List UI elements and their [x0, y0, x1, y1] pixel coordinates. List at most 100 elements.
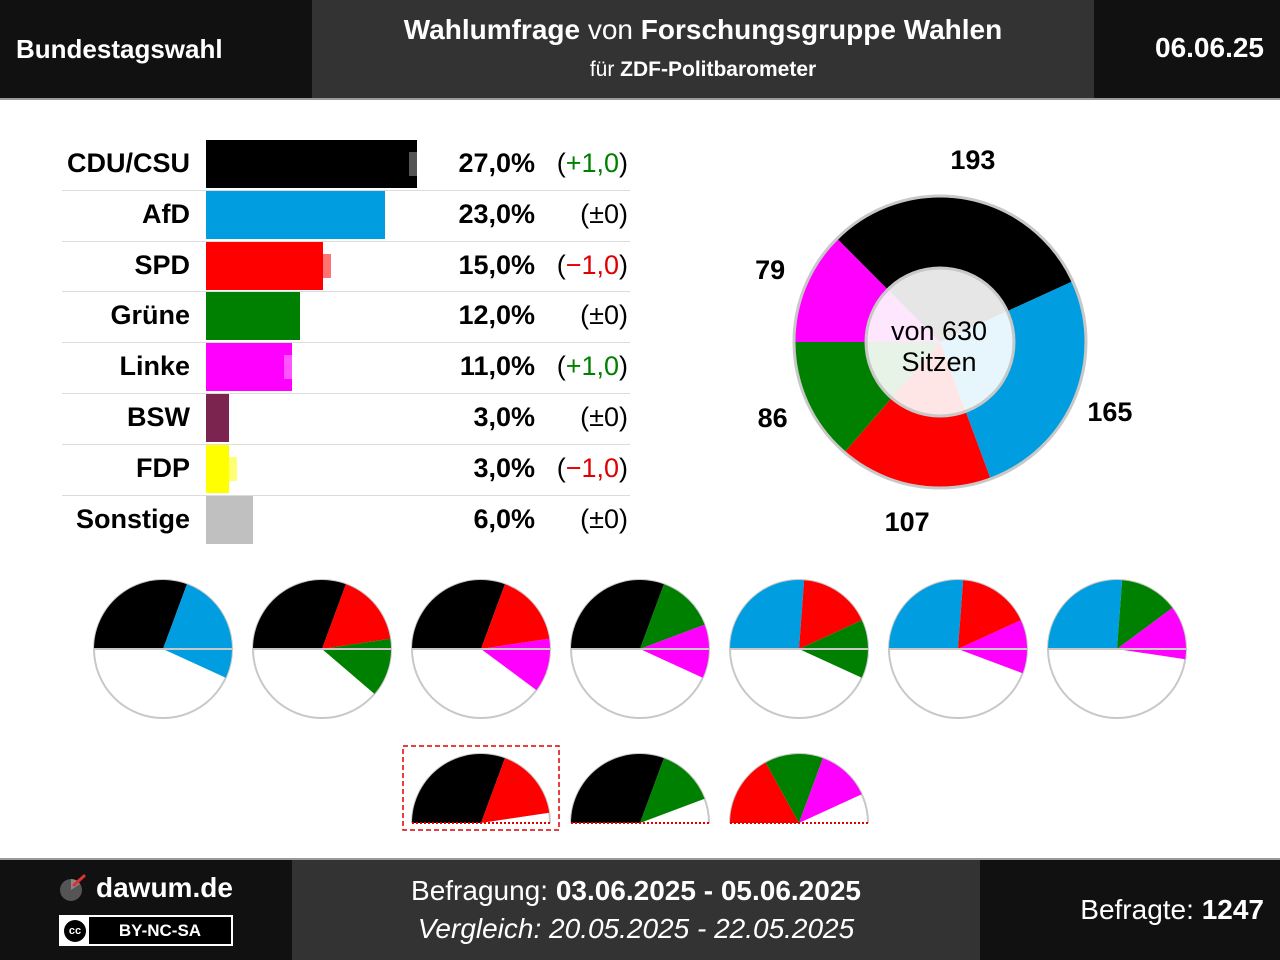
- coalition-pie-2: [252, 579, 392, 719]
- coalition-slice-cdu-csu: [571, 580, 664, 649]
- coalition-pie-6: [888, 579, 1028, 719]
- coalition-slice-linke: [481, 638, 550, 691]
- coalition-slice-cdu-csu: [412, 580, 505, 649]
- half-slice-spd: [730, 762, 799, 823]
- value-label-gr-ne: 12,0%: [458, 300, 535, 331]
- change-label-spd: (−1,0): [556, 249, 628, 280]
- party-label-bsw: BSW: [127, 402, 190, 432]
- row-divider: [62, 342, 630, 344]
- compare-period-line: Vergleich: 20.05.2025 - 22.05.2025: [292, 913, 980, 945]
- header-date: 06.06.25: [1155, 32, 1264, 63]
- bar-afd: [206, 190, 386, 239]
- header-center-panel: Wahlumfrage von Forschungsgruppe Wahlen …: [312, 0, 1094, 98]
- change-label-fdp: (−1,0): [556, 452, 628, 483]
- survey-period: 03.06.2025 - 05.06.2025: [555, 875, 861, 906]
- subtitle-prefix: für: [589, 58, 615, 81]
- coalition-slice-gr-ne: [1117, 580, 1173, 649]
- row-divider: [62, 393, 630, 394]
- seat-donut-center: [864, 266, 1016, 418]
- half-slice-gr-ne: [765, 754, 823, 823]
- previous-marker-spd: [310, 253, 351, 278]
- seat-label-gr-ne: 86: [757, 402, 788, 433]
- row-divider: [62, 240, 630, 242]
- coalition-charts: [93, 579, 1187, 831]
- coalition-slice-spd: [799, 580, 862, 649]
- title-prefix: Wahlumfrage: [403, 14, 581, 45]
- bar-cdu-csu: [206, 140, 417, 188]
- bar-spd: [206, 241, 323, 290]
- value-label-cdu-csu: 27,0%: [458, 148, 535, 178]
- half-slice-linke: [799, 758, 862, 823]
- coalition-slice-spd: [958, 580, 1021, 649]
- party-label-sonstige: Sonstige: [75, 503, 190, 534]
- party-label-linke: Linke: [119, 351, 190, 382]
- header-left-panel: Bundestagswahl: [0, 0, 312, 98]
- coalition-slice-linke: [640, 624, 709, 678]
- coalition-slice-afd: [730, 579, 805, 649]
- license-badge[interactable]: cc BY-NC-SA: [59, 915, 233, 946]
- change-label-afd: (±0): [580, 198, 628, 229]
- change-label-gr-ne: (±0): [580, 300, 628, 331]
- previous-marker-linke: [264, 355, 304, 380]
- half-slice-cdu-csu: [412, 754, 505, 823]
- previous-marker-cdu-csu: [388, 152, 429, 176]
- seat-label-spd: 107: [884, 507, 930, 538]
- row-divider: [62, 443, 630, 445]
- seat-label-cdu-csu: 193: [950, 144, 996, 175]
- header-subtitle: für ZDF-Politbarometer: [312, 58, 1094, 82]
- client-name: ZDF-Politbarometer: [620, 58, 817, 81]
- institute-name: Forschungsgruppe Wahlen: [640, 14, 1003, 45]
- half-slice-gr-ne: [640, 758, 705, 823]
- coalition-slice-cdu-csu: [94, 580, 187, 649]
- previous-marker-afd: [365, 202, 406, 227]
- footer-right-panel: [980, 860, 1280, 960]
- cc-icon: cc: [64, 919, 86, 942]
- change-label-bsw: (±0): [580, 402, 628, 432]
- seat-center-label: von 630 Sitzen: [868, 316, 1010, 378]
- coalition-slice-cdu-csu: [253, 580, 346, 649]
- header-right-panel: 06.06.25: [1094, 0, 1280, 98]
- row-divider: [62, 291, 630, 293]
- half-slice-cdu-csu: [571, 754, 664, 823]
- title-connector: von: [587, 14, 634, 45]
- value-label-afd: 23,0%: [458, 198, 535, 229]
- coalition-pie-3: [411, 579, 551, 719]
- value-label-bsw: 3,0%: [473, 402, 535, 432]
- party-label-spd: SPD: [134, 249, 190, 280]
- coalition-slice-gr-ne: [640, 584, 705, 649]
- license-label: BY-NC-SA: [89, 917, 231, 944]
- footer-center-panel: [292, 860, 980, 960]
- value-label-linke: 11,0%: [459, 351, 535, 382]
- seat-center-line-1: von 630: [890, 316, 988, 346]
- value-label-sonstige: 6,0%: [473, 503, 535, 534]
- header-title: Wahlumfrage von Forschungsgruppe Wahlen: [312, 14, 1094, 46]
- seat-label-afd: 165: [1087, 396, 1133, 427]
- respondents-count: 1247: [1201, 894, 1264, 925]
- respondents-label: Befragte:: [1080, 894, 1194, 925]
- respondents-line: Befragte: 1247: [1080, 894, 1264, 926]
- dawum-logo-icon: [60, 874, 86, 901]
- previous-marker-sonstige: [232, 507, 273, 532]
- compare-period: 20.05.2025 - 22.05.2025: [549, 913, 855, 944]
- previous-marker-fdp: [217, 456, 258, 481]
- previous-marker-gr-ne: [279, 304, 320, 329]
- party-label-gr-ne: Grüne: [110, 300, 190, 331]
- coalition-slice-afd: [163, 584, 232, 678]
- seat-label-linke: 79: [755, 255, 786, 286]
- coalition-slice-linke: [958, 620, 1027, 674]
- footer-logo[interactable]: dawum.de: [58, 872, 233, 904]
- compare-label: Vergleich:: [417, 913, 542, 944]
- coalition-slice-afd: [1048, 579, 1123, 649]
- change-label-cdu-csu: (+1,0): [556, 148, 628, 178]
- seat-distribution-donut: [792, 194, 1088, 490]
- survey-period-line: Befragung: 03.06.2025 - 05.06.2025: [292, 875, 980, 907]
- footer-divider: [0, 858, 1280, 860]
- party-label-fdp: FDP: [136, 452, 190, 483]
- party-label-cdu-csu: CDU/CSU: [66, 148, 190, 178]
- value-label-fdp: 3,0%: [473, 452, 535, 483]
- half-slice-spd: [481, 758, 550, 823]
- footer-logo-text: dawum.de: [96, 872, 233, 903]
- coalition-slice-spd: [322, 584, 391, 649]
- seat-slice-spd: [844, 342, 991, 488]
- half-circle-pie-3: [729, 753, 869, 824]
